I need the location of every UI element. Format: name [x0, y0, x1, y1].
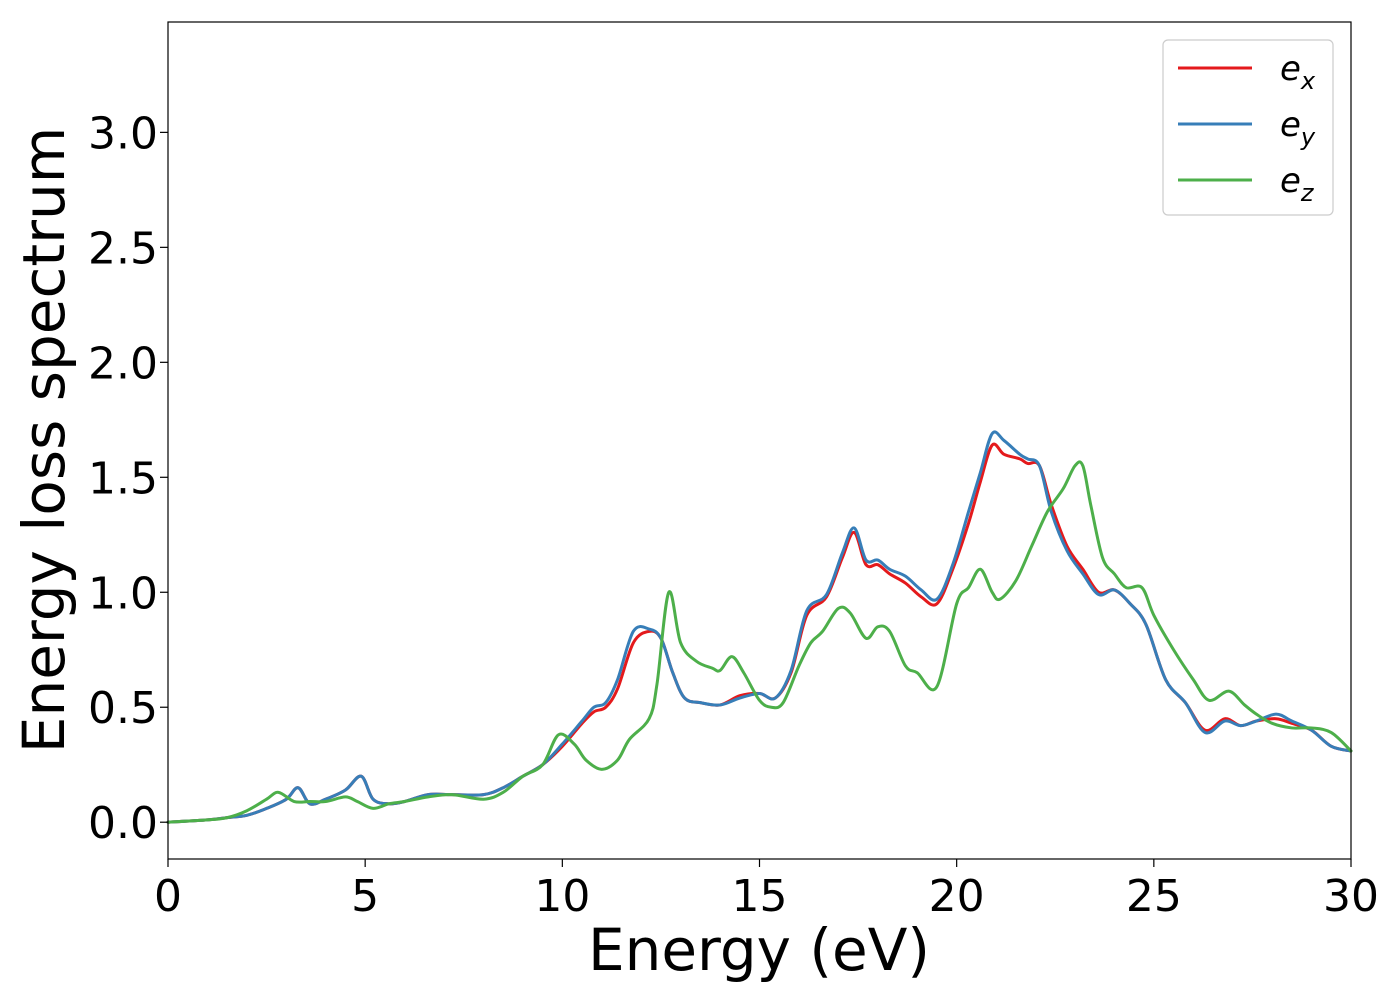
- x-tick-label: 5: [351, 871, 379, 922]
- series-line-e-z: [166, 460, 1353, 824]
- y-tick-label: 0.0: [88, 798, 158, 849]
- x-tick-label: 30: [1323, 871, 1379, 922]
- x-axis: 0 5 10 15 20 25 30: [154, 859, 1379, 922]
- series-layer: [166, 430, 1353, 824]
- y-tick-label: 1.5: [88, 453, 158, 504]
- plot-background: [168, 22, 1351, 859]
- x-tick-label: 25: [1126, 871, 1182, 922]
- x-tick-label: 0: [154, 871, 182, 922]
- y-axis-label: Energy loss spectrum: [10, 127, 78, 753]
- legend-frame: [1162, 39, 1334, 216]
- y-tick-label: 0.5: [88, 683, 158, 734]
- x-axis-label: Energy (eV): [588, 916, 930, 984]
- x-tick-label: 15: [732, 871, 788, 922]
- x-tick-label: 20: [929, 871, 985, 922]
- y-tick-label: 2.0: [88, 338, 158, 389]
- y-tick-label: 3.0: [88, 108, 158, 159]
- y-axis: 0.0 0.5 1.0 1.5 2.0 2.5 3.0: [88, 108, 168, 849]
- y-tick-label: 2.5: [88, 223, 158, 274]
- x-tick-label: 10: [534, 871, 590, 922]
- y-tick-label: 1.0: [88, 568, 158, 619]
